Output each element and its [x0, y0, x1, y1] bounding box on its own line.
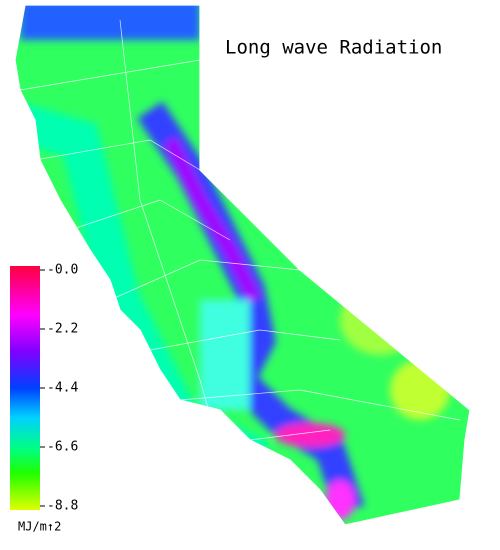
map-title: Long wave Radiation — [225, 37, 442, 59]
colorbar-ticks: -0.0 -2.2 -4.4 -6.6 -8.8 — [40, 263, 78, 514]
state-outline — [14, 4, 471, 526]
colorbar-tick-label: -8.8 — [47, 499, 78, 514]
colorbar-tick-label: -0.0 — [47, 263, 78, 278]
county-lines — [19, 19, 461, 521]
colorbar-unit: MJ/m↑2 — [18, 520, 61, 534]
colorbar-tick-label: -4.4 — [47, 381, 78, 396]
colorbar-tick-label: -6.6 — [47, 440, 78, 455]
colorbar — [10, 266, 40, 510]
colorbar-tick-label: -2.2 — [47, 322, 78, 337]
